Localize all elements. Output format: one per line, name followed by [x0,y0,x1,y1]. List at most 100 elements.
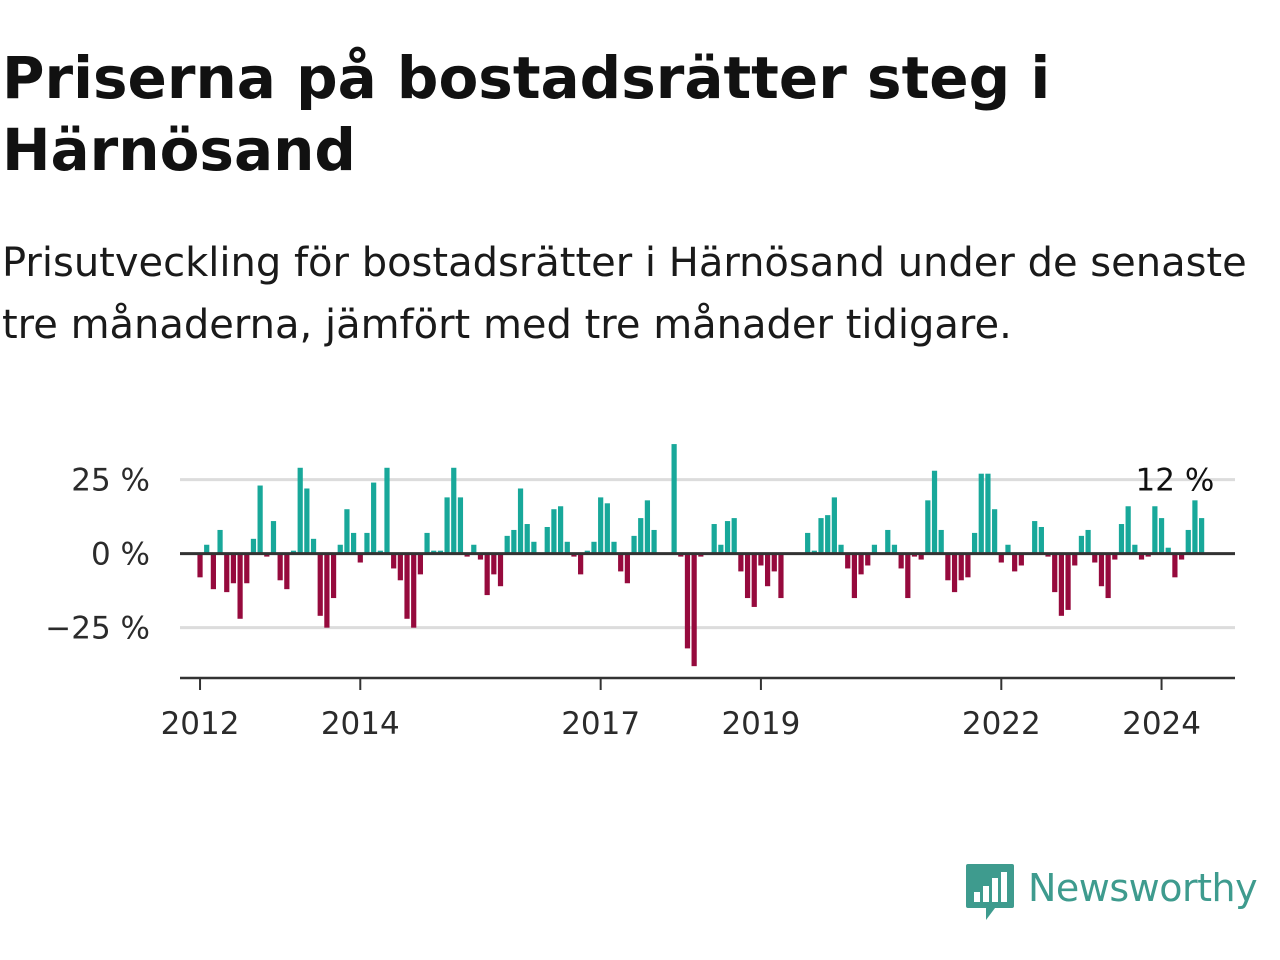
last-value-label: 12 % [1136,463,1215,499]
bar [971,532,978,554]
chart-title: Priserna på bostadsrätter steg i Härnösa… [2,44,1051,184]
bar [1118,524,1125,554]
bar [391,553,397,569]
bar [558,506,564,554]
bar [638,518,644,554]
bar [858,553,864,575]
bar [257,485,263,554]
bar [965,553,971,578]
bar [330,553,337,599]
bar [771,553,777,572]
bar [204,544,210,554]
bar [738,553,744,572]
bar [524,524,530,554]
bars-layer [197,444,1205,667]
bar [1125,506,1131,554]
bar [1018,553,1024,566]
bar [992,509,998,554]
bar [284,553,290,590]
x-tick-label: 2017 [561,706,640,742]
bar [591,541,597,554]
bar [831,497,837,554]
bar [457,497,464,554]
bar [651,529,657,554]
brand-name: Newsworthy [1028,866,1258,910]
bar [351,532,357,554]
bar [1152,506,1158,554]
bar [1199,518,1205,554]
bar [1065,553,1071,610]
x-tick-label: 2022 [962,706,1041,742]
bar [985,473,991,554]
bar [945,553,951,581]
bar [644,500,651,554]
bar [631,535,637,554]
bar [544,526,550,554]
bar [517,488,524,554]
bar [224,553,230,593]
bar [618,553,624,572]
bar [1072,553,1078,566]
bar [304,488,310,554]
bar [491,553,497,575]
bar [371,482,377,554]
y-tick-label: −25 % [45,611,150,647]
bar [825,515,831,554]
bar [764,553,771,587]
newsworthy-logo: Newsworthy [964,862,1258,926]
bar [471,544,477,554]
bar [624,553,630,584]
bar [297,467,303,554]
bar [250,538,257,554]
bar [1192,500,1198,554]
x-tick-label: 2012 [161,706,240,742]
axis-layer [180,552,1235,690]
y-tick-label: 0 % [91,537,150,573]
bar [337,544,343,554]
bar [417,553,423,575]
bar [244,553,250,584]
bar [317,553,323,616]
bar [731,518,737,554]
bar [885,529,891,554]
bar [1032,521,1038,554]
bar [691,553,697,667]
bar [444,497,450,554]
bar [411,553,417,628]
bar [344,509,350,554]
bar [397,553,403,581]
bar [210,553,216,590]
bar [1112,553,1118,560]
bar [604,503,610,554]
bar [925,500,931,554]
bar [1098,553,1105,587]
bar [310,538,317,554]
x-tick-label: 2024 [1122,706,1201,742]
bar [237,553,243,619]
bar [1185,529,1191,554]
bar [1138,553,1145,560]
bar [851,553,857,599]
bar [905,553,911,599]
bar [818,518,824,554]
bar [364,532,370,554]
bar [564,541,570,554]
bar [898,553,904,569]
bar [1092,553,1098,563]
bar [838,544,844,554]
bar [865,553,871,566]
bar [1105,553,1111,599]
bar [404,553,410,619]
bar [1158,518,1165,554]
bar [324,553,330,628]
bar [684,553,691,649]
x-tick-label: 2019 [721,706,800,742]
bar [197,553,203,578]
bar [845,553,851,569]
bar [1005,544,1011,554]
labels-layer: 25 % 0 % −25 % 2012 2014 2017 2019 2022 2024 12 % [45,463,1214,742]
bar [451,467,457,554]
bar [1052,553,1058,593]
bar [978,473,984,554]
bar [511,529,517,554]
